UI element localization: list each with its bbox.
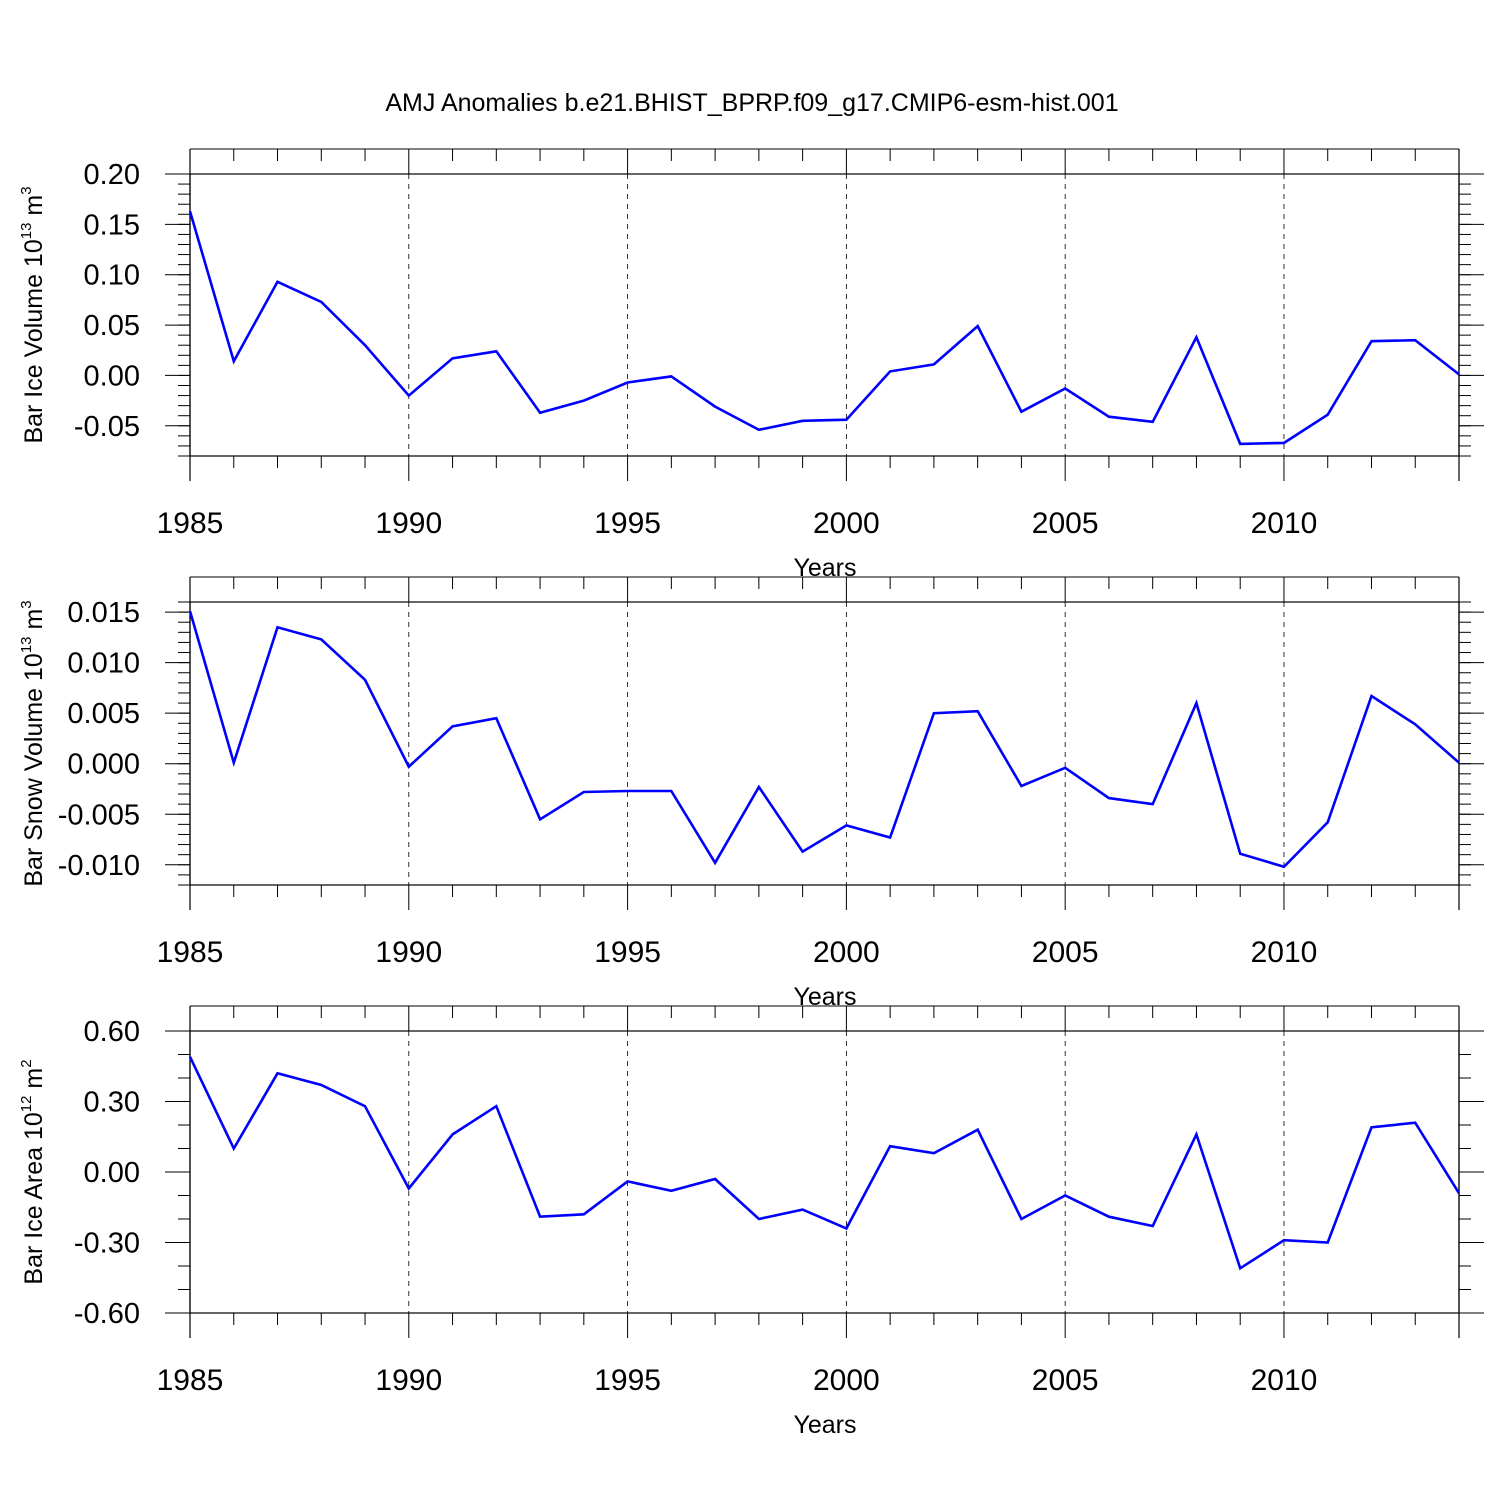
y-tick-label: 0.00 [84, 1157, 140, 1189]
y-tick-label: -0.010 [58, 850, 140, 882]
x-tick-label: 1990 [375, 936, 442, 969]
y-axis-label-unit-exponent: 2 [18, 1059, 35, 1067]
x-tick-label: 2010 [1251, 507, 1318, 540]
y-axis-label: Bar Ice Area 1012 m2 [18, 1059, 48, 1284]
panel-bar-ice-volume: 0.20 0.15 0.10 0.05 0.00 -0.05 1985 1990 1995 200… [18, 148, 1484, 582]
x-tick-label: 2000 [813, 507, 880, 540]
y-tick-label: 0.60 [84, 1016, 140, 1048]
x-tick-label: 2010 [1251, 936, 1318, 969]
y-axis-label-unit: m [20, 1068, 48, 1096]
plot-frame [189, 173, 1460, 457]
y-tick-label: -0.30 [74, 1228, 140, 1260]
y-tick-label: 0.30 [84, 1087, 140, 1119]
y-tick-label: 0.15 [84, 209, 140, 241]
panels: 0.20 0.15 0.10 0.05 0.00 -0.05 1985 1990 1995 200… [18, 148, 1484, 1439]
panel-bar-ice-area: 0.60 0.30 0.00 -0.30 -0.60 1985 1990 1995 2000 20… [18, 1005, 1484, 1439]
x-tick-label: 1995 [594, 936, 661, 969]
plot-frame [189, 1030, 1460, 1314]
y-axis-label-unit: m [20, 195, 48, 223]
y-axis-label: Bar Snow Volume 1013 m3 [18, 600, 48, 886]
y-tick-label: 0.20 [84, 159, 140, 191]
x-tick-label: 2000 [813, 1364, 880, 1397]
y-axis-label-unit-exponent: 3 [18, 600, 35, 608]
y-tick-label: -0.60 [74, 1298, 140, 1330]
x-axis-label: Years [793, 1411, 856, 1439]
x-tick-label: 2005 [1032, 1364, 1099, 1397]
panel-bar-snow-volume: 0.015 0.010 0.005 0.000 -0.005 -0.010 1985 1990… [18, 576, 1484, 1011]
series-line [188, 610, 1460, 869]
x-tick-label: 1985 [157, 1364, 224, 1397]
y-tick-label: -0.05 [74, 411, 140, 443]
y-axis-label: Bar Ice Volume 1013 m3 [18, 186, 48, 443]
y-axis-label-exponent: 13 [18, 636, 35, 653]
y-axis-label-main: Bar Snow Volume 10 [20, 653, 48, 886]
x-tick-label: 2005 [1032, 507, 1099, 540]
x-tick-label: 1985 [157, 507, 224, 540]
y-axis-label-unit: m [20, 609, 48, 637]
x-tick-label: 1995 [594, 507, 661, 540]
series-line [188, 210, 1460, 446]
y-tick-label: 0.05 [84, 310, 140, 342]
x-tick-label: 2005 [1032, 936, 1099, 969]
y-tick-label: 0.010 [67, 648, 140, 680]
x-tick-label: 1990 [375, 1364, 442, 1397]
y-tick-label: 0.00 [84, 360, 140, 392]
x-tick-label: 2000 [813, 936, 880, 969]
x-tick-label: 1995 [594, 1364, 661, 1397]
figure-title: AMJ Anomalies b.e21.BHIST_BPRP.f09_g17.C… [385, 89, 1118, 117]
y-axis-label-exponent: 12 [18, 1096, 35, 1113]
y-tick-label: 0.005 [67, 698, 140, 730]
y-tick-label: 0.000 [67, 749, 140, 781]
x-tick-label: 2010 [1251, 1364, 1318, 1397]
plot-frame [189, 601, 1460, 886]
y-axis-label-unit-exponent: 3 [18, 186, 35, 194]
y-axis-label-main: Bar Ice Volume 10 [20, 239, 48, 443]
x-tick-label: 1985 [157, 936, 224, 969]
y-axis-label-main: Bar Ice Area 10 [20, 1112, 48, 1284]
series-line [188, 1056, 1461, 1271]
y-tick-label: 0.015 [67, 597, 140, 629]
y-tick-label: 0.10 [84, 260, 140, 292]
x-tick-label: 1990 [375, 507, 442, 540]
y-axis-label-exponent: 13 [18, 223, 35, 240]
y-tick-label: -0.005 [58, 799, 140, 831]
